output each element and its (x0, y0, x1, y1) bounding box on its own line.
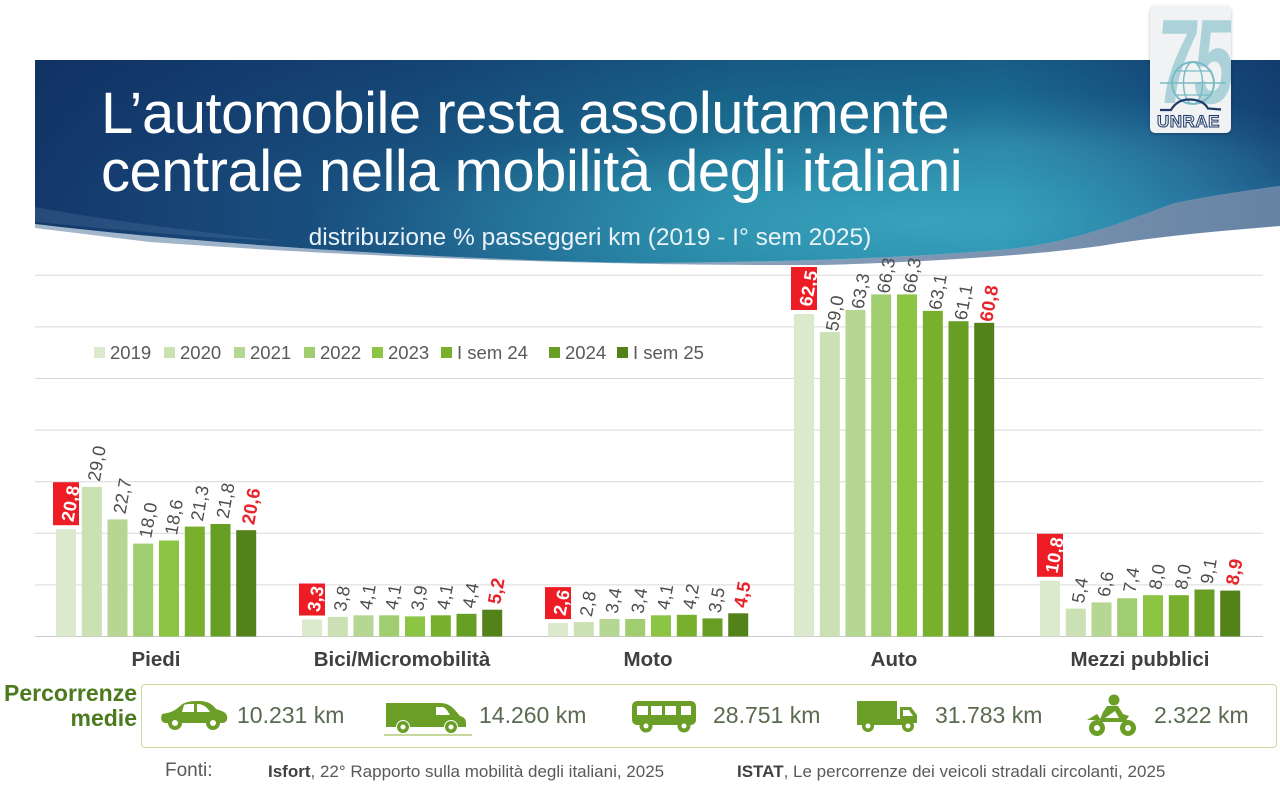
svg-text:20,6: 20,6 (237, 486, 264, 526)
svg-text:60,8: 60,8 (975, 283, 1002, 323)
svg-text:4,5: 4,5 (729, 580, 754, 610)
svg-text:7,4: 7,4 (1119, 566, 1143, 595)
svg-text:3,4: 3,4 (627, 586, 651, 615)
svg-text:UNRAE: UNRAE (1157, 112, 1220, 131)
svg-text:6,6: 6,6 (1094, 570, 1118, 599)
svg-text:21,8: 21,8 (213, 481, 239, 520)
svg-text:29,0: 29,0 (84, 444, 110, 483)
svg-text:3,3: 3,3 (304, 584, 328, 613)
svg-text:3,4: 3,4 (602, 586, 626, 615)
svg-text:3,5: 3,5 (705, 586, 729, 615)
svg-text:2,8: 2,8 (576, 589, 600, 618)
svg-text:3,9: 3,9 (407, 584, 431, 613)
svg-text:4,1: 4,1 (381, 583, 405, 612)
svg-text:18,6: 18,6 (161, 498, 187, 537)
svg-text:4,1: 4,1 (433, 583, 457, 612)
svg-text:4,1: 4,1 (653, 583, 677, 612)
svg-text:22,7: 22,7 (110, 477, 136, 516)
svg-text:75: 75 (1152, 6, 1231, 130)
svg-text:4,4: 4,4 (459, 581, 483, 610)
svg-text:63,3: 63,3 (848, 272, 874, 311)
svg-text:4,1: 4,1 (356, 583, 380, 612)
svg-text:5,4: 5,4 (1068, 576, 1092, 605)
svg-text:3,8: 3,8 (330, 584, 354, 613)
svg-text:8,0: 8,0 (1171, 562, 1195, 591)
svg-text:8,0: 8,0 (1145, 562, 1169, 591)
svg-text:9,1: 9,1 (1197, 557, 1221, 586)
svg-text:21,3: 21,3 (187, 484, 213, 523)
svg-text:61,1: 61,1 (951, 283, 977, 322)
svg-text:63,1: 63,1 (925, 273, 951, 312)
svg-text:8,9: 8,9 (1221, 557, 1246, 587)
svg-text:4,2: 4,2 (679, 582, 703, 611)
svg-text:2,6: 2,6 (550, 588, 574, 617)
svg-text:5,2: 5,2 (483, 576, 508, 606)
